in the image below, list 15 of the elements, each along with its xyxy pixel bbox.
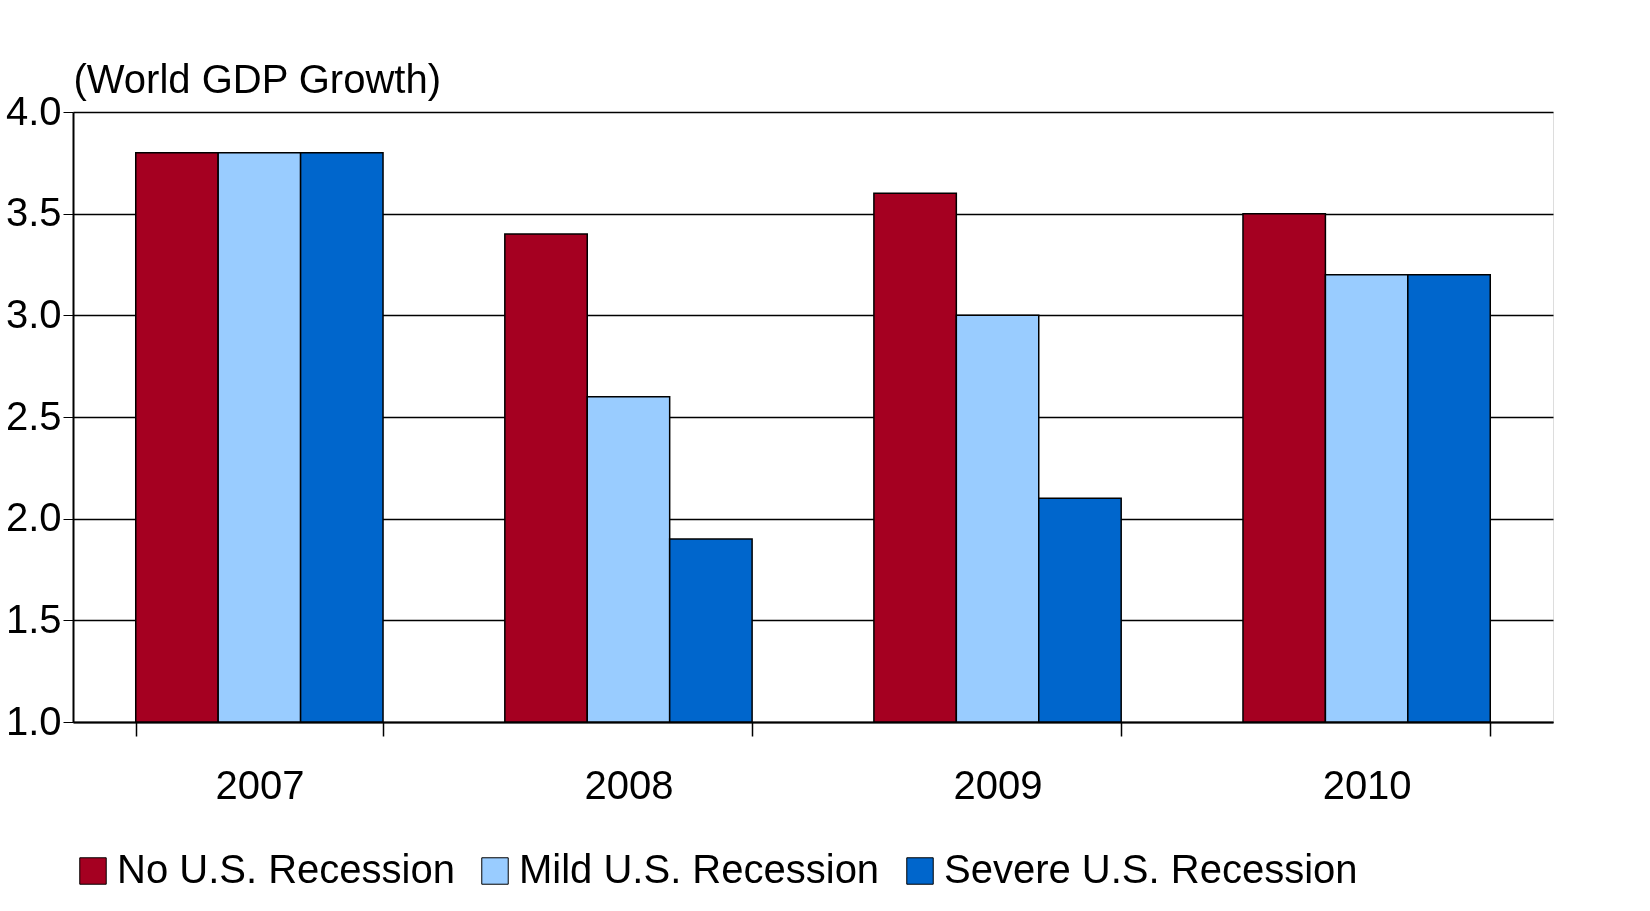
y-tick-label: 2.5 (5, 393, 62, 438)
y-tick-label: 3.5 (5, 190, 62, 235)
y-tick-label: 4.0 (5, 88, 62, 133)
x-tick-label: 2009 (953, 762, 1043, 807)
y-tick-label: 1.0 (5, 698, 62, 743)
x-tick-label: 2008 (584, 762, 674, 807)
legend-label: Severe U.S. Recession (944, 847, 1358, 891)
legend-label: No U.S. Recession (117, 847, 455, 891)
y-tick-label: 1.5 (5, 596, 62, 641)
y-axis-title: (World GDP Growth) (73, 56, 441, 101)
y-tick-label: 2.0 (5, 495, 62, 540)
x-tick-label: 2010 (1322, 762, 1412, 807)
legend-label: Mild U.S. Recession (519, 847, 880, 891)
y-tick-label: 3.0 (5, 291, 62, 336)
x-tick-label: 2007 (215, 762, 305, 807)
